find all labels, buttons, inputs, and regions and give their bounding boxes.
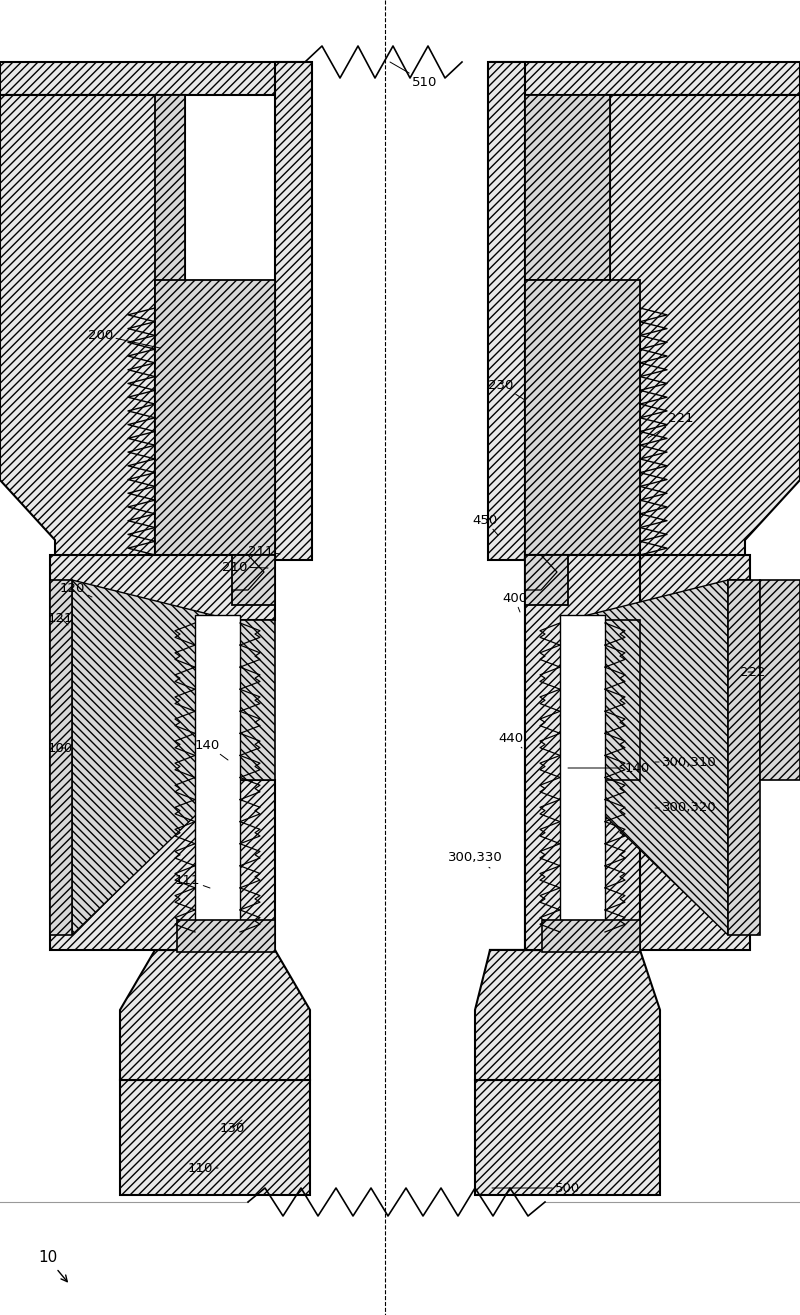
Text: 450: 450 bbox=[472, 513, 498, 535]
Polygon shape bbox=[177, 920, 275, 952]
Bar bbox=[232, 555, 275, 605]
Polygon shape bbox=[232, 619, 275, 780]
Polygon shape bbox=[568, 619, 640, 780]
Text: 121: 121 bbox=[48, 611, 74, 625]
Text: 110: 110 bbox=[188, 1161, 218, 1174]
Bar bbox=[120, 1080, 310, 1195]
Text: 111: 111 bbox=[175, 873, 210, 888]
Bar bbox=[560, 615, 605, 940]
Polygon shape bbox=[525, 555, 750, 949]
Text: 400: 400 bbox=[502, 592, 527, 611]
Bar bbox=[488, 62, 525, 560]
Bar bbox=[155, 949, 275, 1080]
Bar bbox=[275, 62, 312, 560]
Bar bbox=[525, 555, 568, 605]
Polygon shape bbox=[155, 280, 275, 565]
Text: 100: 100 bbox=[48, 742, 74, 755]
Text: 130: 130 bbox=[220, 1120, 246, 1135]
Text: 140: 140 bbox=[568, 761, 650, 775]
Polygon shape bbox=[475, 949, 660, 1080]
Polygon shape bbox=[525, 555, 640, 949]
Text: 230: 230 bbox=[488, 379, 525, 400]
Text: 500: 500 bbox=[492, 1181, 580, 1194]
Polygon shape bbox=[72, 580, 232, 935]
Polygon shape bbox=[50, 555, 275, 949]
Bar bbox=[195, 615, 240, 940]
Text: 510: 510 bbox=[390, 62, 438, 88]
Text: 300,330: 300,330 bbox=[448, 852, 502, 868]
Polygon shape bbox=[610, 95, 800, 560]
Text: 140: 140 bbox=[195, 739, 228, 760]
Text: 210: 210 bbox=[222, 560, 268, 573]
Text: 200: 200 bbox=[88, 329, 160, 348]
Text: 221: 221 bbox=[648, 412, 694, 438]
Polygon shape bbox=[50, 580, 72, 935]
Polygon shape bbox=[728, 580, 760, 935]
Polygon shape bbox=[760, 580, 800, 780]
Polygon shape bbox=[490, 62, 800, 95]
Text: 10: 10 bbox=[38, 1251, 67, 1282]
Text: 440: 440 bbox=[498, 731, 523, 748]
Polygon shape bbox=[568, 580, 728, 935]
Polygon shape bbox=[542, 920, 640, 952]
Polygon shape bbox=[0, 62, 310, 95]
Text: 300,310: 300,310 bbox=[655, 756, 717, 768]
Polygon shape bbox=[155, 95, 185, 310]
Text: 300,320: 300,320 bbox=[655, 802, 717, 814]
Polygon shape bbox=[490, 949, 640, 1080]
Polygon shape bbox=[525, 95, 610, 280]
Polygon shape bbox=[0, 95, 185, 560]
Bar bbox=[475, 1080, 660, 1195]
Text: 120: 120 bbox=[60, 581, 92, 597]
Polygon shape bbox=[120, 949, 310, 1080]
Text: 222: 222 bbox=[740, 665, 766, 679]
Polygon shape bbox=[525, 280, 640, 565]
Bar bbox=[490, 949, 640, 1080]
Text: 211: 211 bbox=[248, 544, 280, 558]
